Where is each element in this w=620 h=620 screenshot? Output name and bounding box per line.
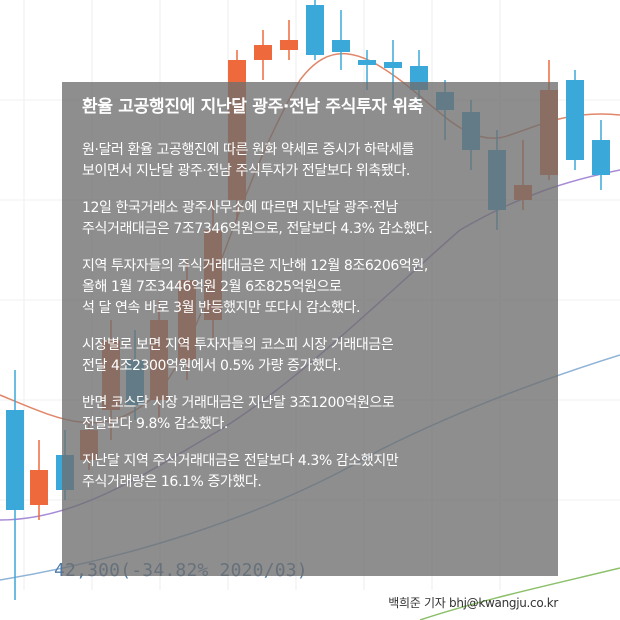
paragraph-line: 주식거래량은 16.1% 증가했다. [82,474,262,490]
article-paragraph: 지역 투자자들의 주식거래대금은 지난해 12월 8조6206억원, 올해 1월… [82,256,538,319]
paragraph-line: 올해 1월 7조3446억원 2월 6조825억원으로 [82,279,342,295]
moving-average-line [419,567,620,620]
candle-body [566,80,584,160]
article-paragraph: 지난달 지역 주식거래대금은 전달보다 4.3% 감소했지만 주식거래량은 16… [82,451,538,493]
article-byline: 백희준 기자 bhj@kwangju.co.kr [388,596,558,610]
article-paragraph: 원·달러 환율 고공행진에 따른 원화 약세로 증시가 하락세를 보이면서 지난… [82,140,538,182]
paragraph-line: 주식거래대금은 7조7346억원으로, 전달보다 4.3% 감소했다. [82,221,433,237]
candle-body [332,40,350,52]
candle-body [280,40,298,50]
article-headline: 환율 고공행진에 지난달 광주·전남 주식투자 위축 [82,97,424,117]
candle-body [358,60,376,65]
article-paragraph: 12일 한국거래소 광주사무소에 따르면 지난달 광주·전남 주식거래대금은 7… [82,198,538,240]
article-paragraph: 반면 코스닥 시장 거래대금은 지난달 3조1200억원으로 전달보다 9.8%… [82,393,538,435]
paragraph-line: 보이면서 지난달 광주·전남 주식투자가 전달보다 위축됐다. [82,163,410,179]
article-overlay: 환율 고공행진에 지난달 광주·전남 주식투자 위축 원·달러 환율 고공행진에… [62,82,558,576]
candle-body [30,470,48,505]
candle-body [6,410,24,510]
candle-body [306,5,324,55]
paragraph-line: 지역 투자자들의 주식거래대금은 지난해 12월 8조6206억원, [82,258,428,274]
paragraph-line: 반면 코스닥 시장 거래대금은 지난달 3조1200억원으로 [82,395,395,411]
paragraph-line: 전달 4조2300억원에서 0.5% 가량 증가했다. [82,358,341,374]
paragraph-line: 전달보다 9.8% 감소했다. [82,416,228,432]
candle-body [384,62,402,68]
candle-body [254,45,272,60]
paragraph-line: 12일 한국거래소 광주사무소에 따르면 지난달 광주·전남 [82,200,398,216]
candle-body [592,140,610,175]
paragraph-line: 원·달러 환율 고공행진에 따른 원화 약세로 증시가 하락세를 [82,142,414,158]
article-paragraph: 시장별로 보면 지역 투자자들의 코스피 시장 거래대금은 전달 4조2300억… [82,335,538,377]
paragraph-line: 지난달 지역 주식거래대금은 전달보다 4.3% 감소했지만 [82,453,399,469]
paragraph-line: 석 달 연속 바로 3월 반등했지만 또다시 감소했다. [82,300,361,316]
paragraph-line: 시장별로 보면 지역 투자자들의 코스피 시장 거래대금은 [82,337,394,353]
